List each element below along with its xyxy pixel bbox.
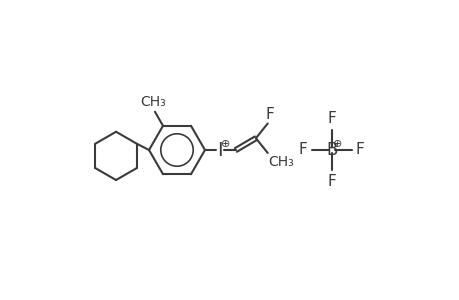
Text: F: F bbox=[298, 142, 307, 158]
Text: B: B bbox=[325, 141, 336, 159]
Text: F: F bbox=[326, 174, 335, 189]
Text: F: F bbox=[265, 107, 274, 122]
Text: CH₃: CH₃ bbox=[268, 155, 294, 169]
Text: ⊕: ⊕ bbox=[221, 139, 230, 148]
Text: ⊕: ⊕ bbox=[332, 139, 341, 149]
Text: F: F bbox=[355, 142, 364, 158]
Text: CH₃: CH₃ bbox=[140, 95, 166, 110]
Text: F: F bbox=[326, 111, 335, 126]
Text: I: I bbox=[216, 141, 222, 160]
